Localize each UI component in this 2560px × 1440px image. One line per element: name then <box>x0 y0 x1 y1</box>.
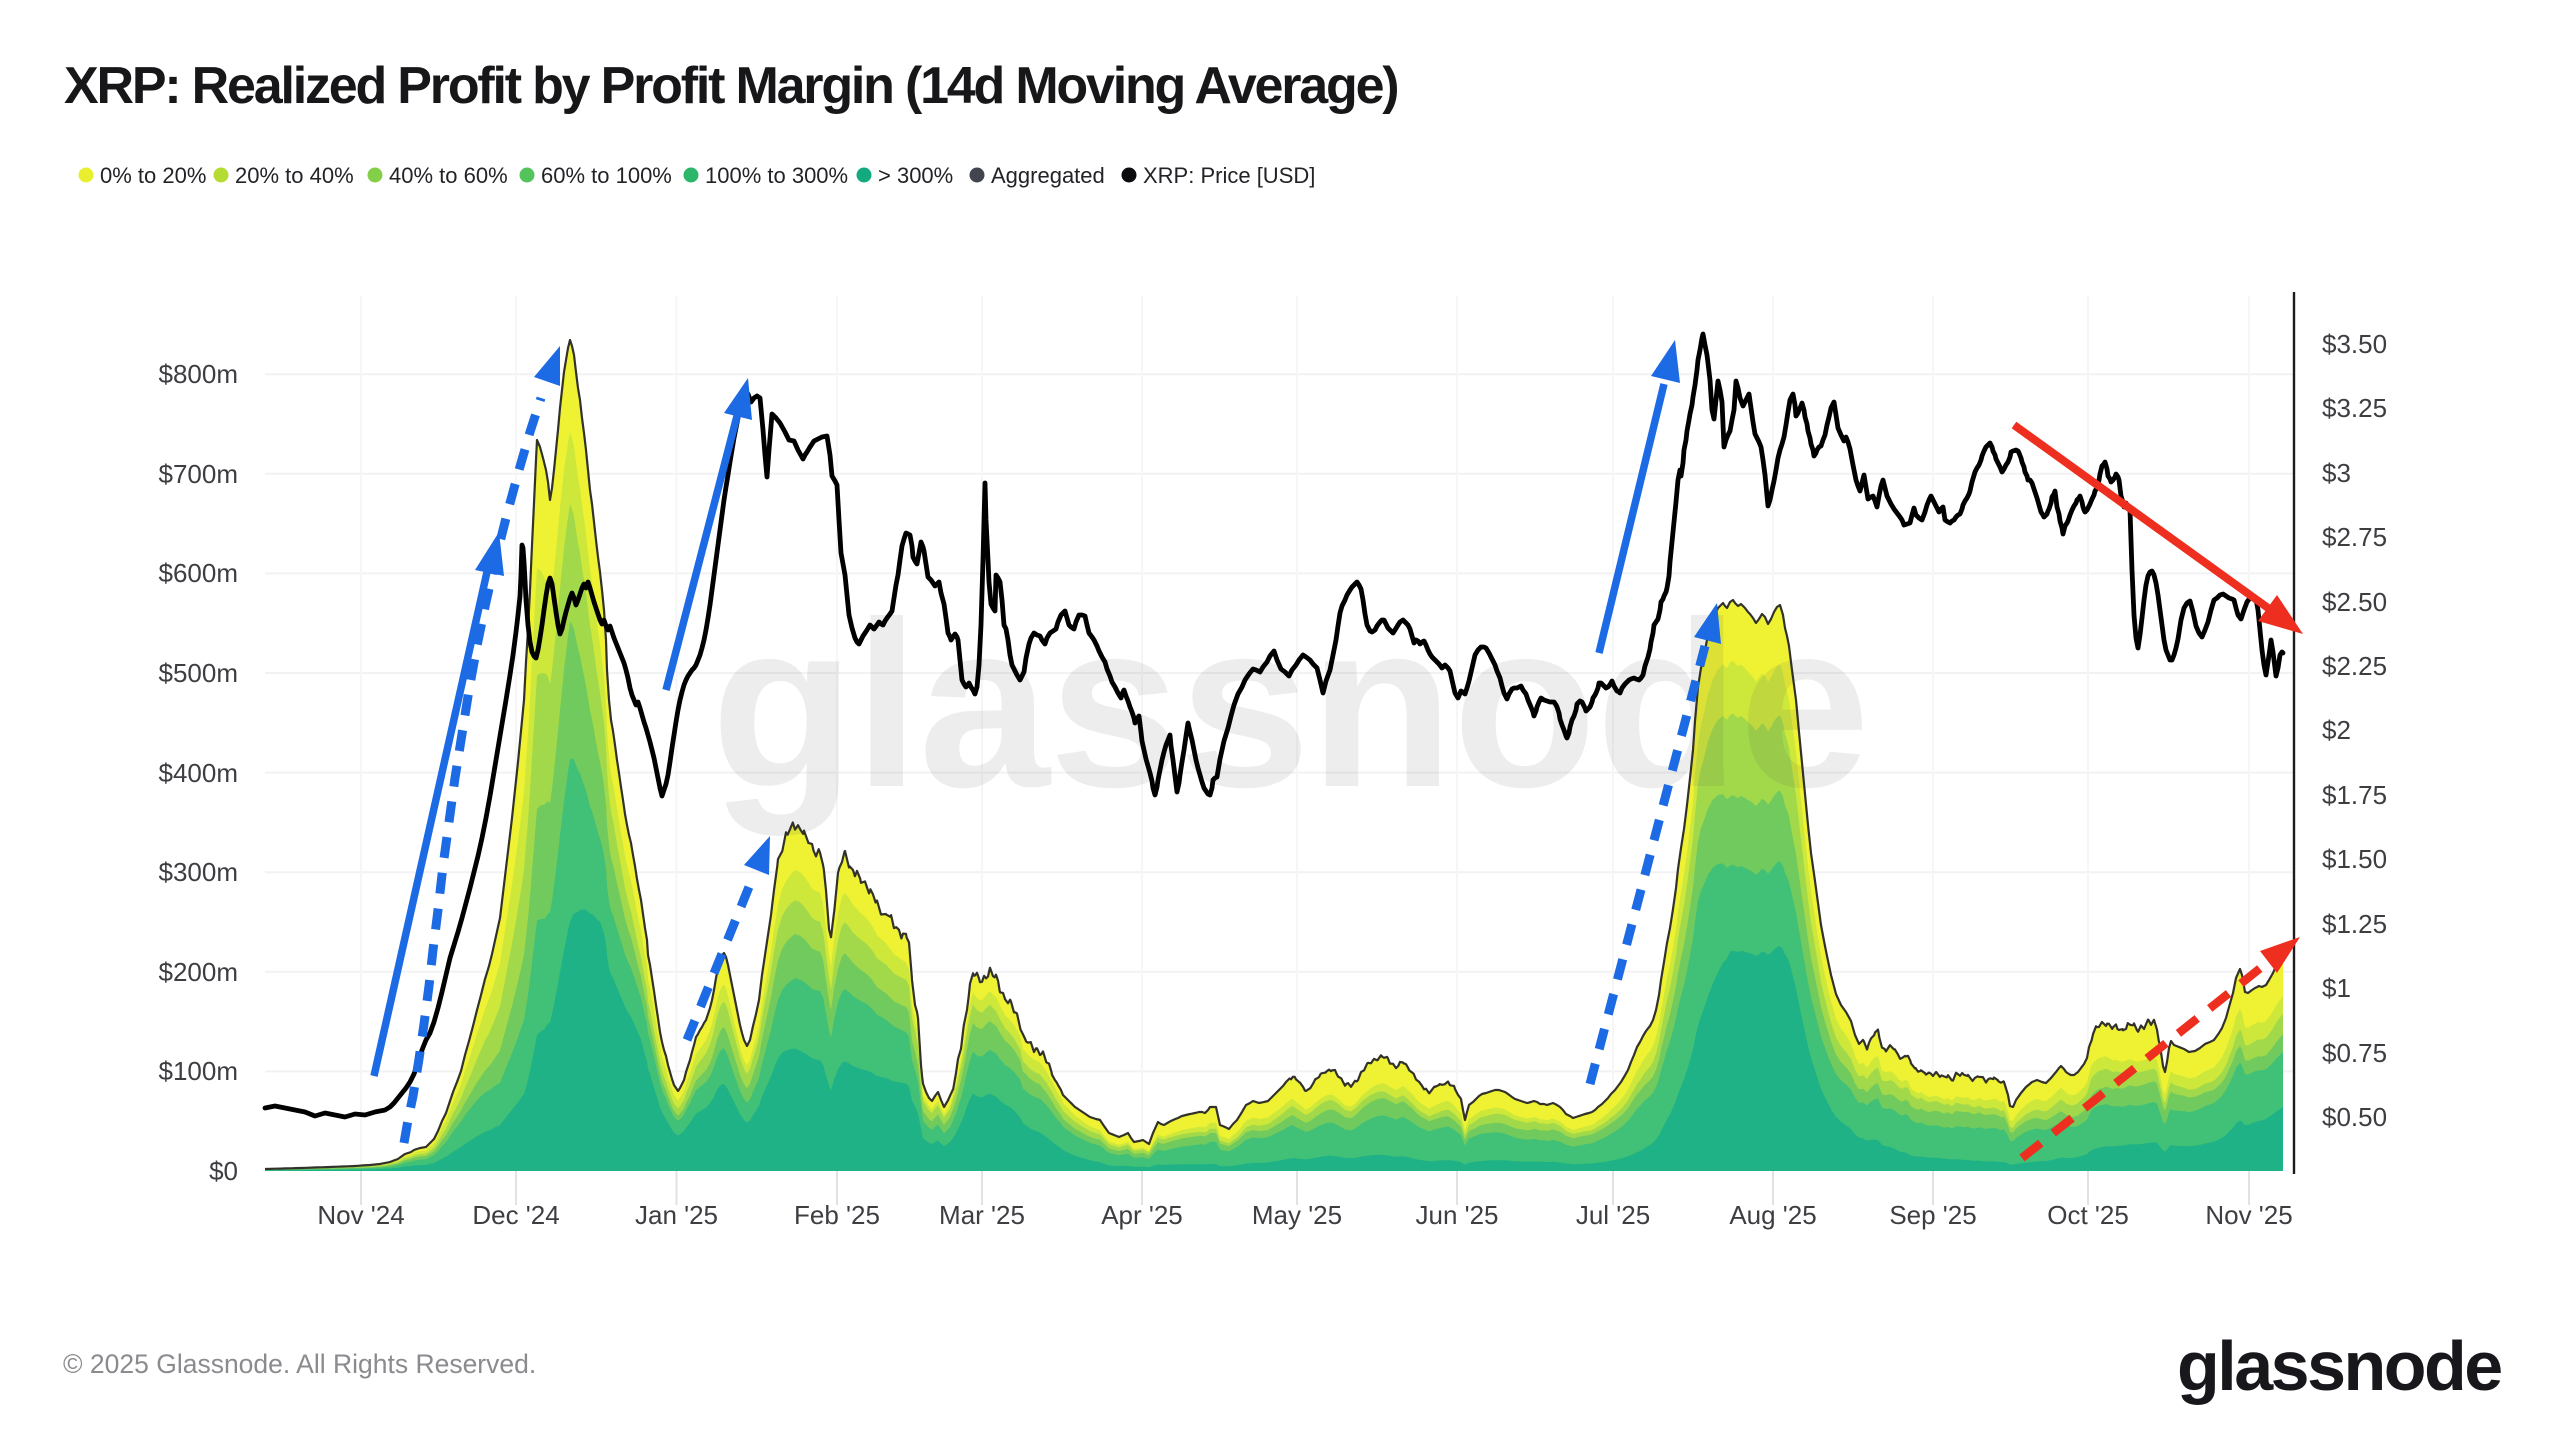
svg-text:Sep '25: Sep '25 <box>1889 1200 1976 1230</box>
svg-text:$300m: $300m <box>159 857 239 887</box>
svg-text:May '25: May '25 <box>1252 1200 1342 1230</box>
svg-text:$200m: $200m <box>159 957 239 987</box>
svg-text:$1.75: $1.75 <box>2322 780 2387 810</box>
svg-text:100% to 300%: 100% to 300% <box>705 163 848 188</box>
svg-text:Oct '25: Oct '25 <box>2047 1200 2129 1230</box>
svg-text:© 2025 Glassnode. All Rights R: © 2025 Glassnode. All Rights Reserved. <box>63 1349 536 1379</box>
svg-text:$0.50: $0.50 <box>2322 1102 2387 1132</box>
svg-text:Feb '25: Feb '25 <box>794 1200 880 1230</box>
svg-text:$1.50: $1.50 <box>2322 844 2387 874</box>
svg-text:Nov '24: Nov '24 <box>317 1200 404 1230</box>
svg-text:$800m: $800m <box>159 359 239 389</box>
svg-text:$2.75: $2.75 <box>2322 522 2387 552</box>
svg-text:glassnode: glassnode <box>2177 1327 2501 1405</box>
svg-text:$2.25: $2.25 <box>2322 651 2387 681</box>
svg-text:Aug '25: Aug '25 <box>1729 1200 1816 1230</box>
svg-text:Jan '25: Jan '25 <box>635 1200 718 1230</box>
svg-text:Nov '25: Nov '25 <box>2205 1200 2292 1230</box>
svg-text:$700m: $700m <box>159 459 239 489</box>
svg-text:XRP: Price [USD]: XRP: Price [USD] <box>1143 163 1315 188</box>
svg-text:$100m: $100m <box>159 1056 239 1086</box>
svg-text:0% to 20%: 0% to 20% <box>100 163 206 188</box>
svg-text:Apr '25: Apr '25 <box>1101 1200 1183 1230</box>
svg-text:> 300%: > 300% <box>878 163 953 188</box>
svg-text:$0.75: $0.75 <box>2322 1038 2387 1068</box>
svg-text:Jul '25: Jul '25 <box>1576 1200 1650 1230</box>
svg-text:$2.50: $2.50 <box>2322 587 2387 617</box>
svg-text:$3.50: $3.50 <box>2322 329 2387 359</box>
svg-text:Dec '24: Dec '24 <box>472 1200 559 1230</box>
svg-text:$0: $0 <box>209 1156 238 1186</box>
svg-text:glassnode: glassnode <box>711 573 1869 837</box>
svg-text:$400m: $400m <box>159 758 239 788</box>
svg-text:Jun '25: Jun '25 <box>1415 1200 1498 1230</box>
svg-text:$600m: $600m <box>159 558 239 588</box>
svg-text:Aggregated: Aggregated <box>991 163 1105 188</box>
svg-text:$2: $2 <box>2322 715 2351 745</box>
svg-text:$3: $3 <box>2322 458 2351 488</box>
svg-text:$500m: $500m <box>159 658 239 688</box>
svg-text:XRP: Realized Profit by Profit: XRP: Realized Profit by Profit Margin (1… <box>64 57 1397 115</box>
svg-text:$3.25: $3.25 <box>2322 393 2387 423</box>
svg-text:Mar '25: Mar '25 <box>939 1200 1025 1230</box>
svg-text:$1.25: $1.25 <box>2322 909 2387 939</box>
svg-text:20% to 40%: 20% to 40% <box>235 163 354 188</box>
svg-text:$1: $1 <box>2322 973 2351 1003</box>
svg-text:40% to 60%: 40% to 60% <box>389 163 508 188</box>
svg-text:60% to 100%: 60% to 100% <box>541 163 672 188</box>
